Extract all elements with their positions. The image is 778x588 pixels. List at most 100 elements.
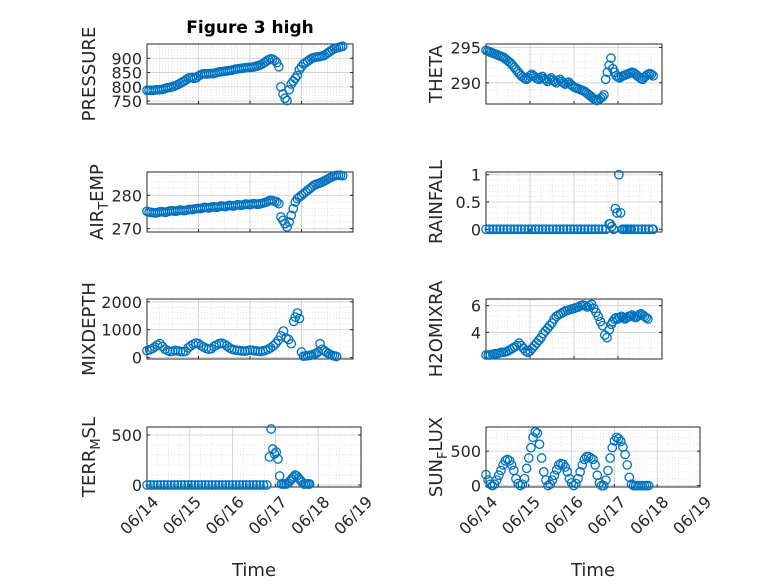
data-point [562, 466, 573, 477]
data-point [251, 480, 262, 490]
data-point [258, 480, 269, 490]
data-point [646, 69, 657, 80]
data-point [214, 480, 224, 490]
data-point [605, 453, 615, 463]
data-point [603, 465, 613, 476]
y-tick-label: 280 [111, 186, 142, 205]
data-point [643, 314, 653, 324]
data-point [622, 460, 633, 470]
data-point [172, 480, 183, 490]
data-point [547, 475, 558, 485]
y-axis-label: RAINFALL [426, 160, 447, 244]
chart-title: Figure 3 high [186, 18, 314, 38]
data-point [586, 453, 596, 463]
data-point [600, 475, 611, 485]
data-point [273, 454, 283, 464]
data-point [286, 210, 297, 221]
data-point [495, 224, 505, 235]
data-point [537, 224, 548, 235]
data-point [498, 224, 509, 235]
data-point [502, 224, 512, 235]
y-tick-label: 0 [471, 477, 481, 496]
data-point [530, 224, 541, 235]
data-point [488, 224, 498, 235]
data-point [255, 480, 265, 490]
data-point [620, 449, 630, 460]
data-point [304, 479, 315, 489]
data-point [516, 224, 527, 235]
data-point [540, 224, 551, 235]
data-point [636, 224, 647, 235]
data-point [571, 478, 581, 489]
data-point [186, 480, 197, 490]
data-point [560, 462, 571, 472]
data-point [207, 480, 217, 490]
data-point [532, 428, 543, 439]
y-axis-label: H2OMIXRA [426, 280, 447, 377]
y-tick-label: 0 [471, 220, 481, 239]
data-point [565, 224, 576, 235]
data-point [149, 342, 160, 352]
data-point [643, 224, 654, 235]
data-point [536, 453, 547, 463]
series-air_temp [142, 170, 348, 232]
data-point [526, 224, 537, 235]
data-point [210, 480, 221, 490]
data-point [515, 480, 526, 491]
data-point [496, 465, 506, 476]
data-point [142, 480, 152, 490]
data-point [220, 480, 231, 490]
data-point [641, 312, 652, 323]
data-point [534, 439, 545, 450]
data-point [179, 480, 190, 490]
data-point [590, 460, 600, 470]
data-point [155, 480, 166, 490]
y-tick-label: 6 [471, 297, 481, 316]
data-point [530, 426, 541, 437]
x-axis-label: Time [570, 560, 615, 581]
data-point [248, 480, 258, 490]
data-point [221, 341, 232, 351]
data-point [593, 311, 604, 322]
data-point [337, 41, 348, 52]
data-point [152, 480, 163, 490]
data-point [624, 472, 635, 483]
data-point [241, 480, 252, 490]
y-tick-label: 750 [111, 92, 142, 111]
y-axis-label: SUNFLUX [426, 417, 451, 497]
y-tick-label: 295 [450, 39, 481, 58]
data-point [281, 479, 292, 489]
data-point [579, 224, 590, 235]
data-point [544, 320, 555, 331]
data-point [615, 436, 626, 447]
data-point [569, 224, 579, 235]
data-point [618, 312, 629, 323]
data-point [590, 224, 600, 235]
y-tick-label: 4 [471, 323, 481, 342]
data-point [491, 224, 502, 235]
data-point [613, 433, 624, 444]
data-point [493, 470, 504, 481]
data-point [577, 460, 588, 470]
data-point [224, 480, 235, 490]
y-tick-label: 0.5 [456, 193, 481, 212]
y-tick-label: 290 [450, 74, 481, 93]
data-point [598, 480, 609, 491]
data-point [558, 307, 568, 318]
data-point [513, 478, 523, 489]
data-point [555, 224, 565, 235]
data-point [519, 224, 530, 235]
data-point [227, 480, 238, 490]
data-point [568, 480, 579, 491]
data-point [521, 463, 532, 474]
y-tick-label: 800 [111, 78, 142, 97]
data-point [288, 316, 299, 327]
series-rainfall [481, 169, 659, 235]
data-point [284, 217, 294, 227]
data-point [626, 224, 637, 235]
data-point [597, 224, 608, 235]
data-point [176, 480, 187, 490]
data-point [286, 338, 297, 349]
